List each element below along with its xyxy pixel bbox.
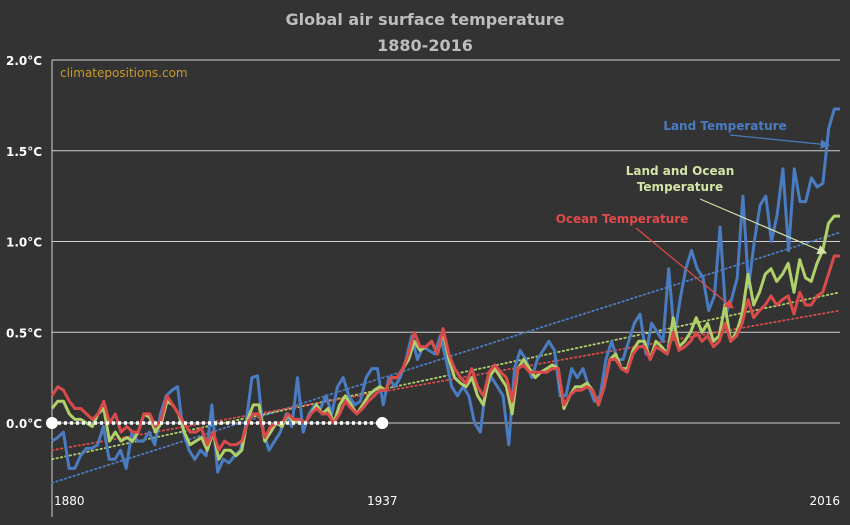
y-tick-label: 0.5°C [6,326,42,340]
annotation-arrow-land-temperature [729,134,831,149]
x-axis: 1880 1937 2016 [54,494,840,508]
series-line-ocean-temperature [50,254,840,452]
x-tick-label: 1937 [367,494,398,508]
chart-subtitle: 1880-2016 [377,36,473,55]
series-lines [50,107,840,474]
y-tick-label: 1.5°C [6,145,42,159]
watermark: climatepositions.com [60,66,188,80]
grid [51,59,840,517]
chart-title: Global air surface temperature [285,10,564,29]
annotation-land-temperature: Land Temperature [663,119,786,133]
x-tick-label: 1880 [54,494,85,508]
annotation-ocean-temperature: Ocean Temperature [556,212,689,226]
baseline [46,417,389,429]
annotation-arrow-land-and-ocean-temperature [699,198,828,255]
y-tick-label: 2.0°C [6,54,42,68]
annotation-arrow-ocean-temperature [635,227,734,309]
x-tick-label: 2016 [809,494,840,508]
annotation-land-and-ocean-temperature: Land and Ocean Temperature [626,164,735,194]
baseline-start-marker [46,417,58,429]
y-tick-label: 1.0°C [6,236,42,250]
baseline-end-marker [376,417,389,429]
annotations: Land Temperature Land and Ocean Temperatur… [556,119,831,309]
trendline-ocean-temperature [51,309,841,452]
y-tick-label: 0.0°C [6,417,42,431]
y-axis: 0.0°C 0.5°C 1.0°C 1.5°C 2.0°C [6,54,42,431]
